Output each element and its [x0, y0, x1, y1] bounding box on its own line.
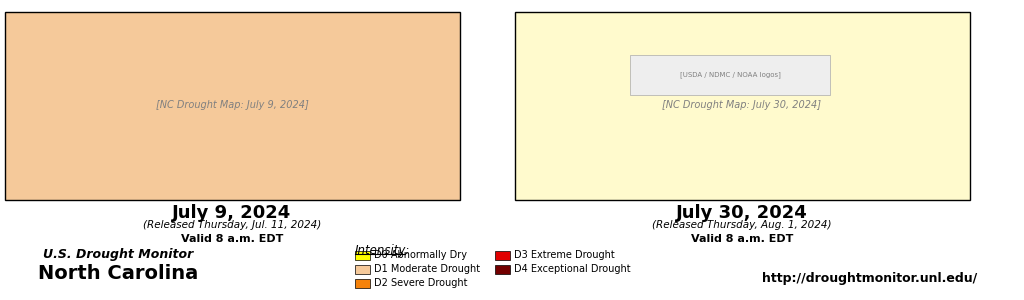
- Text: D0 Abnormally Dry: D0 Abnormally Dry: [374, 250, 467, 260]
- Bar: [630, 55, 830, 95]
- FancyBboxPatch shape: [515, 12, 970, 200]
- FancyBboxPatch shape: [5, 12, 460, 200]
- Text: Valid 8 a.m. EDT: Valid 8 a.m. EDT: [181, 234, 284, 244]
- Text: July 9, 2024: July 9, 2024: [172, 204, 292, 222]
- Bar: [355, 279, 370, 288]
- Text: D2 Severe Drought: D2 Severe Drought: [374, 278, 468, 289]
- Text: [NC Drought Map: July 30, 2024]: [NC Drought Map: July 30, 2024]: [663, 100, 821, 110]
- Text: D1 Moderate Drought: D1 Moderate Drought: [374, 265, 480, 275]
- Text: D3 Extreme Drought: D3 Extreme Drought: [514, 250, 614, 260]
- Text: D4 Exceptional Drought: D4 Exceptional Drought: [514, 265, 631, 275]
- Text: July 30, 2024: July 30, 2024: [676, 204, 808, 222]
- Text: [NC Drought Map: July 9, 2024]: [NC Drought Map: July 9, 2024]: [156, 100, 308, 110]
- Bar: [495, 265, 510, 274]
- Text: North Carolina: North Carolina: [38, 264, 198, 283]
- Text: [USDA / NDMC / NOAA logos]: [USDA / NDMC / NOAA logos]: [680, 72, 780, 78]
- Bar: [355, 251, 370, 260]
- Text: (Released Thursday, Aug. 1, 2024): (Released Thursday, Aug. 1, 2024): [652, 220, 831, 230]
- Bar: [355, 265, 370, 274]
- Text: Intensity:: Intensity:: [355, 244, 411, 257]
- Text: (Released Thursday, Jul. 11, 2024): (Released Thursday, Jul. 11, 2024): [143, 220, 322, 230]
- Text: http://droughtmonitor.unl.edu/: http://droughtmonitor.unl.edu/: [763, 272, 978, 285]
- Text: U.S. Drought Monitor: U.S. Drought Monitor: [43, 248, 194, 261]
- Bar: [495, 251, 510, 260]
- Text: Valid 8 a.m. EDT: Valid 8 a.m. EDT: [691, 234, 794, 244]
